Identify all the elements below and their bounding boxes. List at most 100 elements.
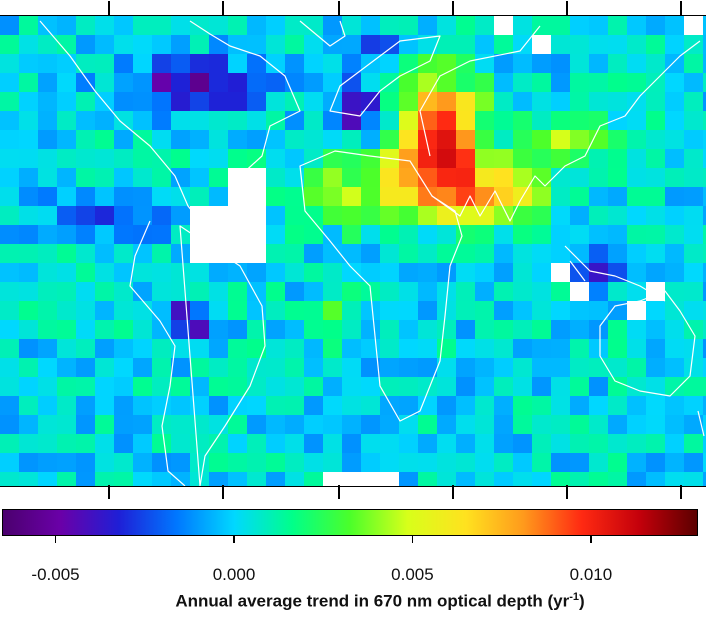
map-cell [342,35,361,54]
map-cell [76,73,95,92]
map-cell [570,16,589,35]
map-cell [399,434,418,453]
map-cell [57,415,76,434]
map-cell [665,111,684,130]
map-cell [703,244,706,263]
map-cell [304,320,323,339]
map-cell [646,35,665,54]
map-cell [0,472,19,486]
map-cell [285,149,304,168]
map-cell [399,415,418,434]
map-cell [532,358,551,377]
map-cell [551,54,570,73]
map-cell [589,415,608,434]
map-cell [95,187,114,206]
map-cell [437,244,456,263]
map-cell [228,453,247,472]
map-cell [0,149,19,168]
map-cell [114,339,133,358]
map-cell [0,301,19,320]
map-cell [456,187,475,206]
map-cell [589,16,608,35]
map-cell [247,92,266,111]
map-cell [361,35,380,54]
map-cell [0,73,19,92]
map-cell [247,130,266,149]
map-cell [342,358,361,377]
map-cell [418,263,437,282]
map-cell [551,225,570,244]
map-cell [57,92,76,111]
map-cell [684,453,703,472]
map-cell [304,396,323,415]
map-cell [513,472,532,486]
map-cell [133,320,152,339]
map-cell [228,35,247,54]
map-cell [608,434,627,453]
map-cell [228,130,247,149]
map-cell-missing [228,206,247,225]
map-cell [399,92,418,111]
map-cell [627,453,646,472]
map-cell [266,472,285,486]
map-cell [19,244,38,263]
map-cell [38,16,57,35]
map-cell [171,54,190,73]
map-cell [589,282,608,301]
map-cell [266,415,285,434]
map-cell [551,187,570,206]
map-cell [152,472,171,486]
coast-australia [599,290,696,397]
map-cell [190,282,209,301]
map-cell [589,54,608,73]
map-cell [646,339,665,358]
map-cell [608,73,627,92]
map-cell [171,16,190,35]
map-cell [494,377,513,396]
map-tick-bottom-3 [338,485,340,499]
map-cell [190,35,209,54]
colorbar-tick-1 [233,536,235,543]
map-cell-missing [228,225,247,244]
map-cell [684,149,703,168]
map-cell [323,415,342,434]
map-cell [342,187,361,206]
map-cell [285,92,304,111]
map-cell [0,415,19,434]
map-cell [589,149,608,168]
colorbar-tick-label-0: -0.005 [31,565,80,584]
map-cell [456,225,475,244]
map-cell [646,320,665,339]
map-cell [627,35,646,54]
map-cell [323,111,342,130]
map-cell [209,35,228,54]
map-cell [247,35,266,54]
map-cell [551,434,570,453]
map-cell [19,187,38,206]
map-cell [247,453,266,472]
map-cell [133,301,152,320]
map-cell [304,225,323,244]
map-cell [209,358,228,377]
map-cell [551,73,570,92]
map-cell [532,263,551,282]
map-cell [399,35,418,54]
map-cell [323,358,342,377]
map-cell [418,92,437,111]
map-cell [209,415,228,434]
map-cell [570,35,589,54]
map-cell [475,168,494,187]
map-cell [437,320,456,339]
map-cell [608,472,627,486]
map-cell [608,263,627,282]
map-cell [437,339,456,358]
map-cell [190,92,209,111]
map-cell [494,168,513,187]
map-cell [171,301,190,320]
map-cell [475,472,494,486]
map-cell [437,377,456,396]
map-cell [494,187,513,206]
map-cell [703,339,706,358]
map-cell [532,149,551,168]
map-cell [570,320,589,339]
